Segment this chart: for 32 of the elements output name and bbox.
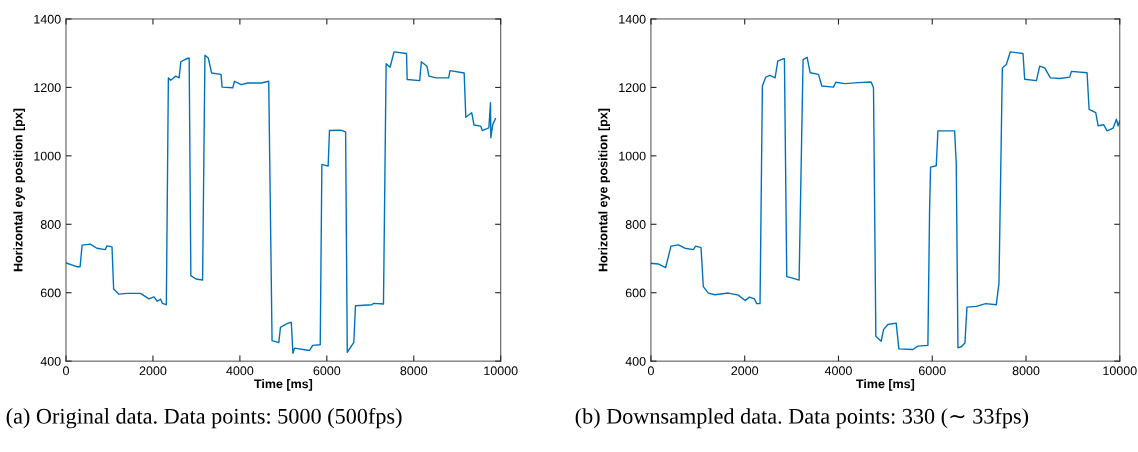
x-axis-title: Time [ms]	[856, 379, 915, 391]
x-tick-label: 4000	[824, 366, 852, 376]
text: (b) Downsampled data. Data points: 330 (∼ 33fps)	[575, 407, 1029, 429]
x-tick-label: 0	[63, 366, 69, 376]
x-tick-label: 0	[647, 366, 654, 376]
y-tick-label: 600	[40, 288, 61, 298]
x-tick-label: 8000	[400, 366, 428, 376]
x-tick-label: 2000	[139, 366, 167, 376]
text: (a) Original data. Data points: 5000 (500fps)	[6, 407, 402, 429]
y-tick-label: 600	[625, 288, 646, 298]
y-tick-label: 1200	[619, 83, 646, 93]
x-tick-label: 6000	[918, 366, 946, 376]
x-tick-label: 10000	[484, 366, 518, 376]
line-series	[66, 51, 497, 354]
x-tick-label: 8000	[1012, 366, 1040, 376]
line-series	[650, 51, 1120, 351]
y-tick-label: 400	[40, 356, 61, 366]
x-tick-label: 6000	[313, 366, 341, 376]
y-tick-label: 1000	[619, 151, 646, 161]
y-tick-label: 1200	[34, 83, 61, 93]
x-tick-label: 4000	[226, 366, 254, 376]
x-tick-label: 10000	[1103, 366, 1137, 376]
y-tick-label: 400	[625, 356, 646, 366]
y-axis-title: Horizontal eye position [px]	[598, 108, 610, 272]
y-tick-label: 1400	[34, 14, 61, 24]
x-tick-label: 2000	[731, 366, 759, 376]
y-tick-label: 1000	[34, 151, 61, 161]
y-tick-label: 800	[625, 220, 646, 229]
y-axis-title: Horizontal eye position [px]	[13, 108, 25, 272]
x-axis-title: Time [ms]	[254, 379, 313, 391]
y-tick-label: 1400	[619, 14, 646, 24]
y-tick-label: 800	[40, 220, 61, 229]
